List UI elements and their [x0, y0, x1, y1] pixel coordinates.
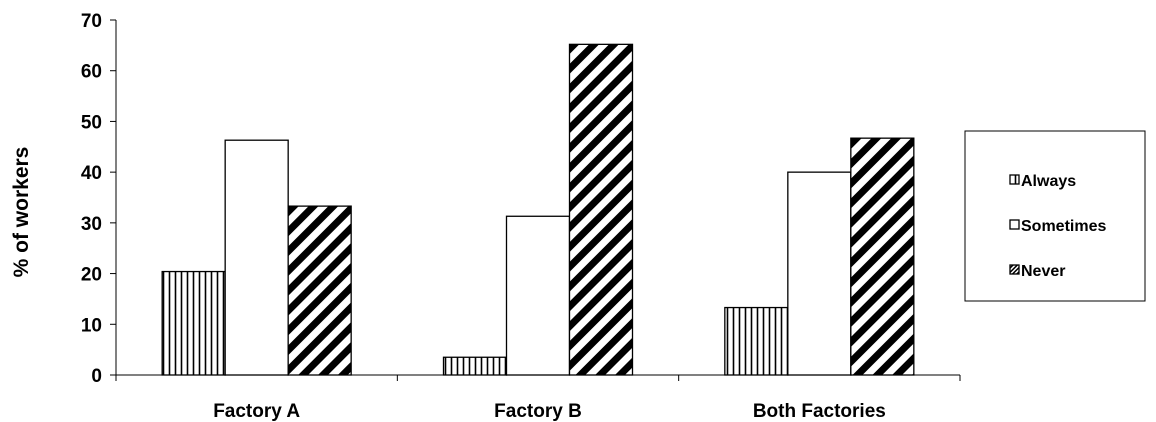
y-tick-label: 30: [81, 214, 102, 235]
x-category-label: Factory A: [213, 401, 300, 422]
legend-label-always: Always: [1021, 173, 1076, 190]
bar-always-0: [161, 270, 226, 376]
y-tick-label: 0: [91, 366, 102, 387]
bar-never-1: [568, 43, 634, 376]
legend-label-sometimes: Sometimes: [1021, 218, 1106, 235]
legend-box: [964, 130, 1146, 302]
bar-always-2: [724, 306, 789, 376]
y-tick-label: 40: [81, 163, 102, 184]
y-tick-label: 60: [81, 62, 102, 83]
bar-never-2: [850, 137, 915, 376]
legend-swatch-sometimes: [1009, 219, 1020, 230]
bar-sometimes-1: [505, 215, 571, 376]
bar-sometimes-2: [787, 171, 852, 376]
y-tick-label: 70: [81, 11, 102, 32]
legend-swatch-always: [1009, 174, 1020, 185]
y-tick-label: 50: [81, 112, 102, 133]
bar-always-1: [442, 356, 508, 376]
legend: Always Sometimes Never: [964, 130, 1146, 302]
x-axis-ticks: [115, 375, 961, 381]
x-category-label: Both Factories: [753, 401, 886, 422]
bar-never-0: [287, 205, 352, 376]
legend-label-never: Never: [1021, 263, 1065, 280]
legend-swatch-never: [1009, 264, 1020, 275]
bars: [161, 43, 915, 376]
bar-sometimes-0: [224, 139, 289, 376]
y-tick-label: 10: [81, 315, 102, 336]
y-axis-ticks: 0 10 20 30 40 50 60 70: [81, 11, 116, 387]
x-category-label: Factory B: [494, 401, 582, 422]
y-axis-title: % of workers: [10, 147, 33, 278]
x-axis-labels: Factory A Factory B Both Factories: [213, 401, 886, 422]
y-tick-label: 20: [81, 265, 102, 286]
